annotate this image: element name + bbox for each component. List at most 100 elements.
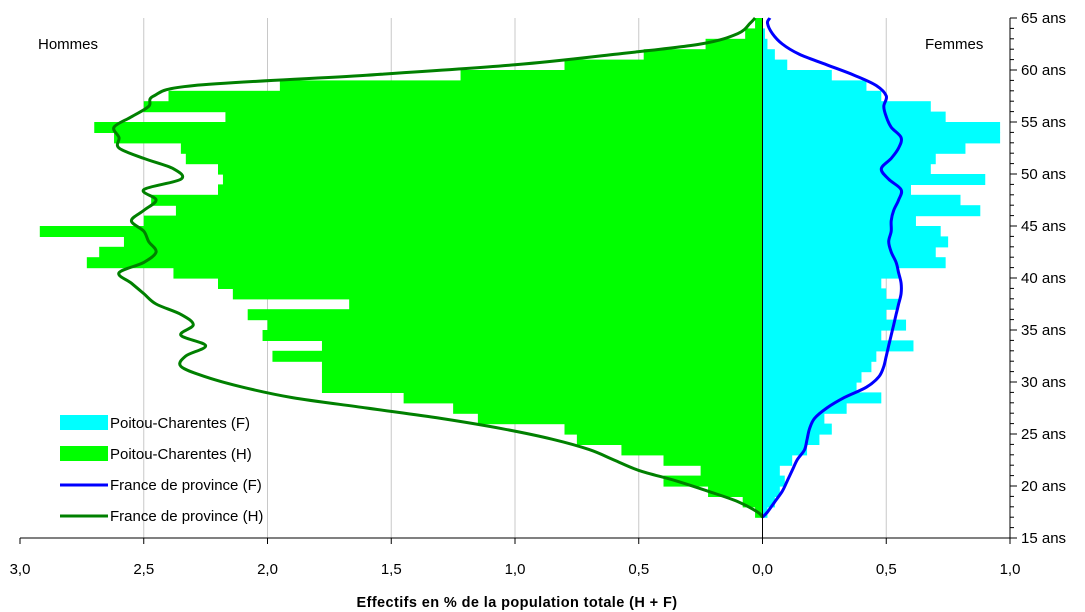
bar-femmes-57 — [763, 91, 882, 102]
bar-femmes-30 — [763, 372, 862, 383]
bar-femmes-40 — [763, 268, 899, 279]
bar-femmes-22 — [763, 455, 793, 466]
bar-femmes-44 — [763, 226, 941, 237]
legend-entry: France de province (F) — [60, 477, 262, 494]
bar-femmes-41 — [763, 257, 946, 268]
bar-hommes-22 — [664, 455, 763, 466]
bar-hommes-45 — [144, 216, 763, 227]
right-corner-label: Femmes — [925, 36, 983, 53]
bar-femmes-43 — [763, 236, 949, 247]
bar-hommes-64 — [755, 18, 762, 29]
bar-hommes-41 — [87, 257, 763, 268]
bar-hommes-63 — [745, 28, 762, 39]
y-tick-label: 25 ans — [1021, 426, 1066, 443]
bar-femmes-34 — [763, 330, 882, 341]
bar-femmes-55 — [763, 112, 946, 123]
bar-femmes-59 — [763, 70, 832, 81]
bar-hommes-38 — [233, 288, 763, 299]
y-tick-label: 50 ans — [1021, 166, 1066, 183]
y-tick-label: 55 ans — [1021, 114, 1066, 131]
bar-femmes-29 — [763, 382, 857, 393]
bar-hommes-40 — [173, 268, 762, 279]
legend-entry: Poitou-Charentes (H) — [60, 446, 252, 463]
bar-hommes-52 — [181, 143, 763, 154]
bar-hommes-61 — [644, 49, 763, 60]
bar-femmes-21 — [763, 465, 780, 476]
y-tick-label: 40 ans — [1021, 270, 1066, 287]
bar-hommes-21 — [701, 465, 763, 476]
bar-hommes-28 — [404, 392, 763, 403]
bar-femmes-58 — [763, 80, 867, 91]
legend-label: France de province (F) — [110, 477, 262, 494]
legend-entry: France de province (H) — [60, 508, 263, 525]
bar-femmes-56 — [763, 101, 931, 112]
bar-hommes-35 — [268, 320, 763, 331]
bar-hommes-26 — [478, 413, 763, 424]
bar-hommes-54 — [94, 122, 762, 133]
bar-hommes-39 — [218, 278, 763, 289]
bar-femmes-46 — [763, 205, 981, 216]
bar-hommes-58 — [280, 80, 763, 91]
bar-femmes-48 — [763, 184, 912, 195]
bar-hommes-32 — [272, 351, 762, 362]
bar-femmes-31 — [763, 361, 872, 372]
legend-swatch — [60, 446, 108, 461]
bar-femmes-25 — [763, 424, 832, 435]
bar-hommes-49 — [223, 174, 763, 185]
bar-femmes-28 — [763, 392, 882, 403]
bar-hommes-55 — [225, 112, 762, 123]
bar-femmes-39 — [763, 278, 882, 289]
x-tick-label: 0,5 — [876, 561, 897, 578]
bar-hommes-24 — [577, 434, 763, 445]
bar-femmes-36 — [763, 309, 887, 320]
bar-hommes-60 — [565, 60, 763, 71]
bar-femmes-32 — [763, 351, 877, 362]
y-tick-label: 15 ans — [1021, 530, 1066, 547]
legend: Poitou-Charentes (F) Poitou-Charentes (H)… — [60, 415, 263, 525]
y-tick-label: 20 ans — [1021, 478, 1066, 495]
bar-hommes-47 — [151, 195, 762, 206]
bar-femmes-37 — [763, 299, 899, 310]
bar-femmes-60 — [763, 60, 788, 71]
bar-femmes-61 — [763, 49, 775, 60]
bar-hommes-44 — [40, 226, 763, 237]
bar-hommes-25 — [565, 424, 763, 435]
x-tick-label: 0,5 — [628, 561, 649, 578]
y-tick-label: 60 ans — [1021, 62, 1066, 79]
bar-hommes-23 — [621, 444, 762, 455]
legend-entry: Poitou-Charentes (F) — [60, 415, 250, 432]
bar-hommes-30 — [322, 372, 763, 383]
bar-hommes-53 — [114, 132, 762, 143]
y-tick-label: 35 ans — [1021, 322, 1066, 339]
bar-hommes-34 — [263, 330, 763, 341]
bar-femmes-47 — [763, 195, 961, 206]
bar-femmes-53 — [763, 132, 1001, 143]
left-corner-label: Hommes — [38, 36, 98, 53]
bar-femmes-42 — [763, 247, 936, 258]
x-tick-label: 2,5 — [133, 561, 154, 578]
bar-hommes-42 — [99, 247, 762, 258]
bar-femmes-49 — [763, 174, 986, 185]
legend-label: Poitou-Charentes (F) — [110, 415, 250, 432]
bar-femmes-20 — [763, 476, 785, 487]
bar-hommes-59 — [461, 70, 763, 81]
bar-hommes-57 — [169, 91, 763, 102]
bar-hommes-48 — [218, 184, 763, 195]
bar-hommes-46 — [176, 205, 763, 216]
x-tick-label: 1,0 — [1000, 561, 1021, 578]
bar-femmes-50 — [763, 164, 931, 175]
x-axis-label: Effectifs en % de la population totale (… — [357, 595, 678, 611]
bar-femmes-54 — [763, 122, 1001, 133]
bar-hommes-33 — [322, 340, 763, 351]
x-tick-label: 0,0 — [752, 561, 773, 578]
y-tick-label: 65 ans — [1021, 10, 1066, 27]
bar-femmes-62 — [763, 39, 768, 50]
legend-label: Poitou-Charentes (H) — [110, 446, 252, 463]
x-tick-label: 2,0 — [257, 561, 278, 578]
y-tick-label: 30 ans — [1021, 374, 1066, 391]
bar-hommes-56 — [144, 101, 763, 112]
bar-femmes-35 — [763, 320, 907, 331]
bar-femmes-51 — [763, 153, 936, 164]
bar-hommes-37 — [349, 299, 762, 310]
